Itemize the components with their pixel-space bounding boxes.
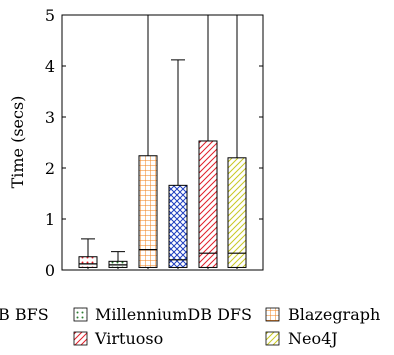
y-axis-label: Time (secs) [8, 96, 27, 189]
box-iqr [198, 140, 218, 268]
box-iqr [227, 157, 247, 268]
y-tick-label: 0 [45, 261, 55, 280]
legend-entry-blazegraph: Blazegraph [265, 305, 380, 324]
box-blazegraph [138, 15, 158, 269]
box-iqr [138, 155, 158, 268]
legend-entry-millenniumdb-bfs: B BFS [0, 305, 49, 324]
y-tick-label: 4 [45, 57, 55, 76]
legend-swatch-millenniumdb-dfs [73, 307, 88, 322]
legend-label-blazegraph: Blazegraph [288, 305, 380, 324]
legend-entry-neo4j: Neo4J [265, 329, 338, 348]
box-neo4j [227, 15, 247, 269]
y-tick-label: 2 [45, 159, 55, 178]
box-millenniumdb-dfs [108, 251, 128, 269]
legend-entry-millenniumdb-dfs: MillenniumDB DFS [73, 305, 252, 324]
legend-swatch-neo4j [265, 331, 280, 346]
y-tick-label: 5 [45, 6, 55, 25]
box-millenniumdb-bfs [78, 238, 98, 269]
legend-label-neo4j: Neo4J [288, 329, 338, 348]
plot-frame [61, 14, 264, 271]
box-series-4 [168, 59, 188, 269]
legend-label-millenniumdb-bfs: B BFS [0, 305, 49, 324]
box-iqr [78, 256, 98, 268]
legend-swatch-blazegraph [265, 307, 280, 322]
y-tick-label: 1 [45, 210, 55, 229]
legend: B BFS MillenniumDB DFS Blazegraph Virtuo… [0, 305, 380, 348]
box-iqr [168, 184, 188, 268]
legend-entry-virtuoso: Virtuoso [73, 329, 163, 348]
legend-label-virtuoso: Virtuoso [94, 329, 163, 348]
legend-label-millenniumdb-dfs: MillenniumDB DFS [95, 305, 252, 324]
y-tick-label: 3 [45, 108, 55, 127]
y-axis-ticks: 0 1 2 3 4 5 [45, 6, 263, 280]
box-series-group [78, 15, 247, 269]
legend-swatch-virtuoso [73, 331, 88, 346]
box-virtuoso [198, 15, 218, 269]
